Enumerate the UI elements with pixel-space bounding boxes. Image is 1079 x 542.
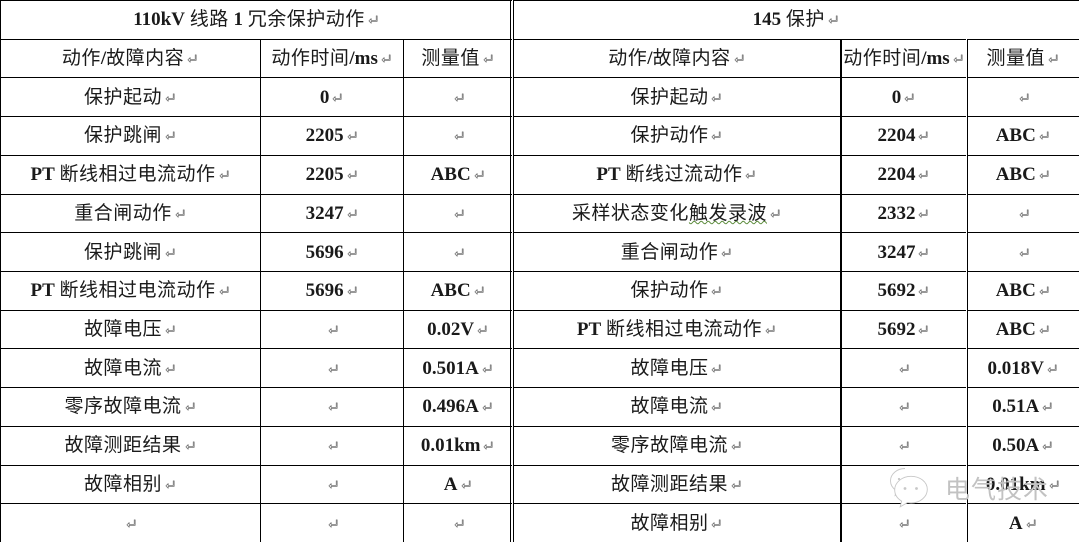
svg-text:电气技术: 电气技术 — [945, 476, 1049, 504]
